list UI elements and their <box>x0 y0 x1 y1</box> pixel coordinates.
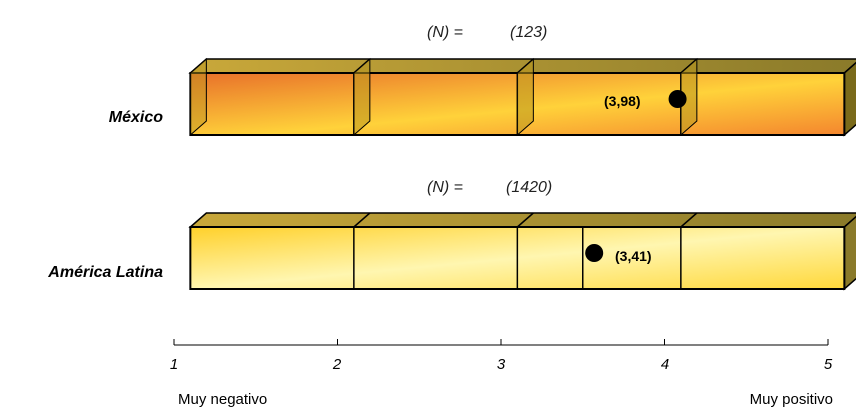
box-inner-panel-mexico-1 <box>516 57 534 137</box>
x-tick-label-2: 2 <box>332 356 342 373</box>
mean-point-latam <box>585 244 604 262</box>
box-inner-panel-mexico-left <box>189 57 207 137</box>
category-label-latam: América Latina <box>47 264 163 281</box>
x-tick-label-5: 5 <box>824 356 833 373</box>
box-top-face-latam <box>188 212 856 228</box>
box-divider-top-latam-0 <box>353 212 371 228</box>
scale-label-max: Muy positivo <box>750 391 833 408</box>
mean-label-mexico: (3,98) <box>604 93 641 109</box>
category-label-mexico: México <box>109 109 163 126</box>
n-value-mexico: (123) <box>510 24 547 41</box>
x-tick-label-1: 1 <box>170 356 178 373</box>
n-value-latam: (1420) <box>506 179 552 196</box>
n-prefix-mexico: (N) = <box>427 24 463 41</box>
box-inner-panel-mexico-2 <box>680 57 698 137</box>
box-divider-top-latam-1 <box>516 212 534 228</box>
n-prefix-latam: (N) = <box>427 179 463 196</box>
x-tick-label-3: 3 <box>497 356 506 373</box>
mean-label-latam: (3,41) <box>615 248 652 264</box>
box-divider-top-latam-2 <box>680 212 698 228</box>
scale-label-min: Muy negativo <box>178 391 267 408</box>
mean-point-mexico <box>668 90 687 108</box>
x-axis <box>173 339 829 346</box>
x-tick-label-4: 4 <box>661 356 669 373</box>
box-inner-panel-mexico-0 <box>353 57 371 137</box>
